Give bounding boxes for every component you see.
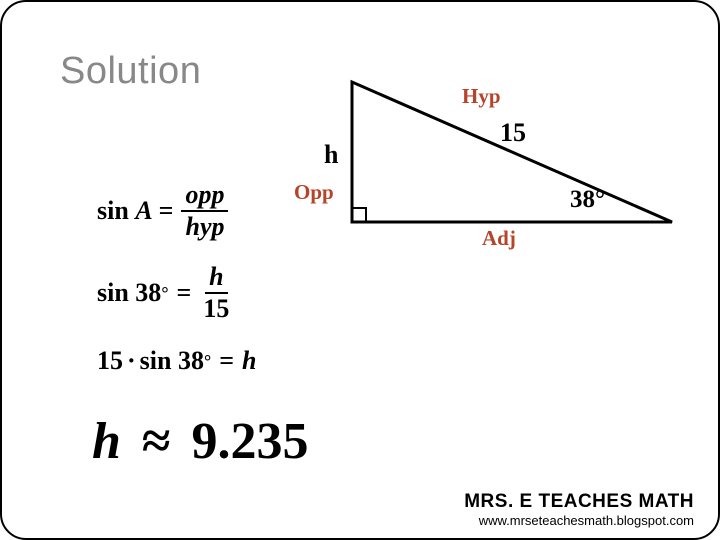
triangle-diagram: h Opp Hyp 15 38° Adj bbox=[312, 62, 682, 252]
label-adj: Adj bbox=[482, 226, 516, 251]
credit-line2: www.mrseteachesmath.blogspot.com bbox=[464, 513, 694, 528]
answer-var: h bbox=[92, 413, 121, 470]
answer-approx: ≈ bbox=[142, 413, 171, 470]
eq-2: sin 38° = h 15 bbox=[97, 264, 256, 322]
eq1-den: hyp bbox=[181, 212, 228, 240]
eq1-num: opp bbox=[181, 182, 228, 212]
label-opp: Opp bbox=[294, 180, 334, 205]
equations-block: sin A = opp hyp sin 38° = h 15 15 · sin … bbox=[97, 182, 256, 376]
slide-frame: Solution h Opp Hyp 15 38° Adj sin A = op… bbox=[0, 0, 720, 540]
label-h: h bbox=[324, 140, 338, 170]
eq-1: sin A = opp hyp bbox=[97, 182, 256, 240]
answer-line: h ≈ 9.235 bbox=[92, 412, 308, 471]
eq3-a: 15 bbox=[97, 346, 123, 376]
eq3-dot: · bbox=[127, 346, 136, 376]
eq2-den: 15 bbox=[199, 294, 233, 322]
eq2-num: h bbox=[205, 264, 227, 294]
heading-solution: Solution bbox=[60, 50, 201, 93]
label-hyp-len: 15 bbox=[500, 118, 526, 148]
frac-1: opp hyp bbox=[181, 182, 228, 240]
frac-2: h 15 bbox=[199, 264, 233, 322]
credit-line1: MRS. E TEACHES MATH bbox=[464, 491, 694, 513]
answer-value: 9.235 bbox=[191, 413, 308, 470]
eq-3: 15 · sin 38° = h bbox=[97, 346, 256, 376]
credit-block: MRS. E TEACHES MATH www.mrseteachesmath.… bbox=[464, 491, 694, 528]
eq3-rhs: h bbox=[242, 346, 256, 376]
label-angle: 38° bbox=[570, 186, 605, 214]
label-hyp: Hyp bbox=[462, 84, 501, 109]
